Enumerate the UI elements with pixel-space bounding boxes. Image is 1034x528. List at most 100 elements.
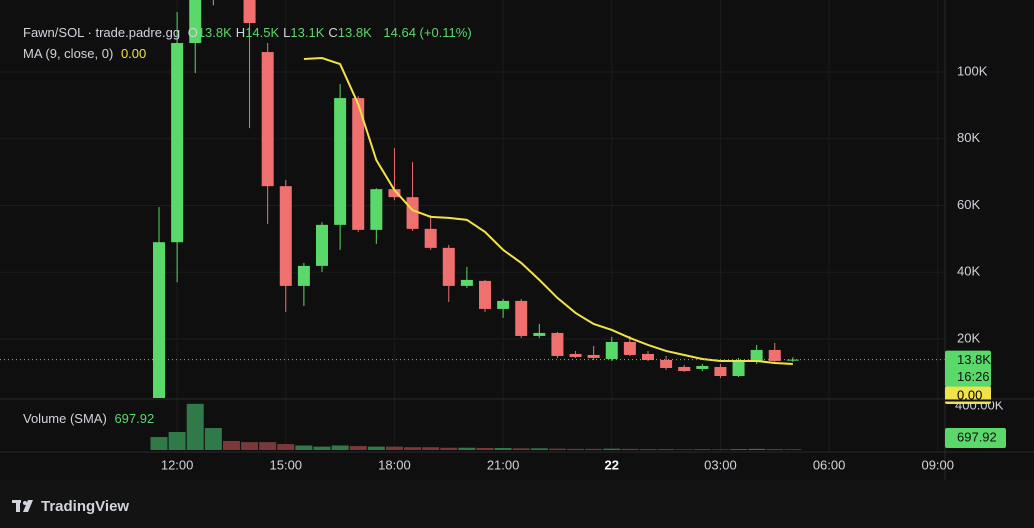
volume-pane — [150, 403, 802, 450]
candle-body — [623, 341, 636, 355]
ohlc-value: 13.1K — [290, 25, 325, 40]
volume-bar — [567, 448, 585, 450]
x-tick-label: 15:00 — [270, 457, 303, 472]
x-tick-label: 03:00 — [704, 457, 737, 472]
volume-bar — [657, 449, 675, 450]
volume-bar — [331, 445, 349, 450]
volume-bar — [349, 446, 367, 450]
ohlc-key: O — [187, 25, 198, 40]
volume-bar — [621, 448, 639, 450]
x-tick-label: 22 — [605, 457, 619, 472]
candle-body — [406, 197, 419, 229]
volume-bar — [639, 449, 657, 450]
logo: TradingView — [12, 498, 129, 515]
ma-label: MA (9, close, 0) — [23, 46, 114, 61]
volume-bar — [711, 449, 729, 450]
volume-bar — [277, 444, 295, 450]
candle-body — [732, 361, 745, 376]
volume-bar — [476, 447, 494, 450]
x-tick-label: 06:00 — [813, 457, 846, 472]
y-tick-label: 100K — [957, 63, 988, 78]
volume-bar — [241, 442, 259, 450]
volume-bar — [204, 428, 222, 450]
ohlc-key: C — [328, 25, 338, 40]
y-tick-label: 80K — [957, 130, 980, 145]
x-tick-label: 12:00 — [161, 457, 194, 472]
ma-legend: MA (9, close, 0) 0.00 — [23, 46, 150, 61]
last-price-badge: 13.8K — [957, 352, 991, 367]
candle-body — [316, 224, 329, 266]
volume-bar — [422, 447, 440, 450]
x-tick-label: 09:00 — [921, 457, 954, 472]
footer-bg — [0, 480, 1034, 528]
volume-bar — [259, 442, 277, 450]
ohlc-key: H — [235, 25, 246, 40]
volume-sma: 697.92 — [114, 411, 155, 426]
candle-body — [515, 300, 528, 336]
ma-value: 0.00 — [120, 46, 147, 61]
ohlc: O13.8K H14.5K L13.1K C13.8K — [188, 25, 376, 40]
ma-badge: 0.00 — [957, 387, 982, 402]
candle-body — [243, 0, 256, 24]
candle-body — [334, 98, 347, 225]
ohlc-key: L — [283, 25, 291, 40]
y-tick-label: 20K — [957, 330, 980, 345]
volume-bar — [440, 447, 458, 450]
volume-bar — [150, 437, 168, 450]
candle-body — [587, 354, 600, 358]
candle-body — [696, 365, 709, 369]
candle-body — [569, 353, 582, 357]
brand: TradingView — [41, 498, 129, 515]
x-tick-label: 18:00 — [378, 457, 411, 472]
candle-body — [370, 189, 383, 230]
ohlc-value: 13.8K — [197, 25, 232, 40]
volume-bar — [458, 447, 476, 450]
candle-body — [460, 279, 473, 286]
volume-bar — [585, 448, 603, 450]
volume-badge: 697.92 — [957, 429, 997, 444]
volume-bar — [385, 446, 403, 450]
candle-body — [768, 349, 781, 361]
candle-body — [388, 189, 401, 198]
ohlc-value: 13.8K — [337, 25, 372, 40]
candle-body — [497, 300, 510, 309]
candle-body — [261, 52, 274, 187]
candle-body — [153, 242, 166, 398]
y-tick-label: 60K — [957, 197, 980, 212]
candle-body — [478, 280, 491, 309]
candle-body — [189, 0, 202, 44]
candle-body — [678, 366, 691, 371]
volume-bar — [530, 448, 548, 450]
candle-body — [171, 43, 184, 243]
volume-bar — [748, 448, 766, 450]
candle-body — [533, 332, 546, 336]
volume-bar — [784, 449, 802, 450]
candle-body — [660, 359, 673, 368]
candle-body — [297, 265, 310, 286]
volume-bar — [548, 448, 566, 450]
volume-bar — [512, 448, 530, 450]
volume-badge-bg — [945, 428, 1006, 448]
candle-body — [605, 341, 618, 359]
candle-body — [641, 353, 654, 360]
candle-body — [551, 332, 564, 356]
countdown: 16:26 — [957, 369, 990, 384]
symbol: Fawn/SOL · trade.padre.gg — [23, 25, 181, 40]
candle-body — [442, 247, 455, 286]
volume-bar — [295, 445, 313, 450]
volume-bar — [313, 446, 331, 450]
volume-bar — [168, 431, 186, 450]
volume-bar — [222, 440, 240, 450]
volume-bar — [693, 449, 711, 450]
volume-bar — [494, 447, 512, 450]
ma-line — [303, 57, 793, 365]
volume-bar — [730, 449, 748, 450]
volume-bar — [603, 448, 621, 450]
volume-bar — [675, 449, 693, 450]
volume-bar — [186, 403, 204, 450]
volume-legend: Volume (SMA) 697.92 — [23, 411, 158, 426]
volume-bar — [367, 446, 385, 450]
change: 14.64 (+0.11%) — [383, 25, 472, 40]
candle-body — [714, 366, 727, 376]
